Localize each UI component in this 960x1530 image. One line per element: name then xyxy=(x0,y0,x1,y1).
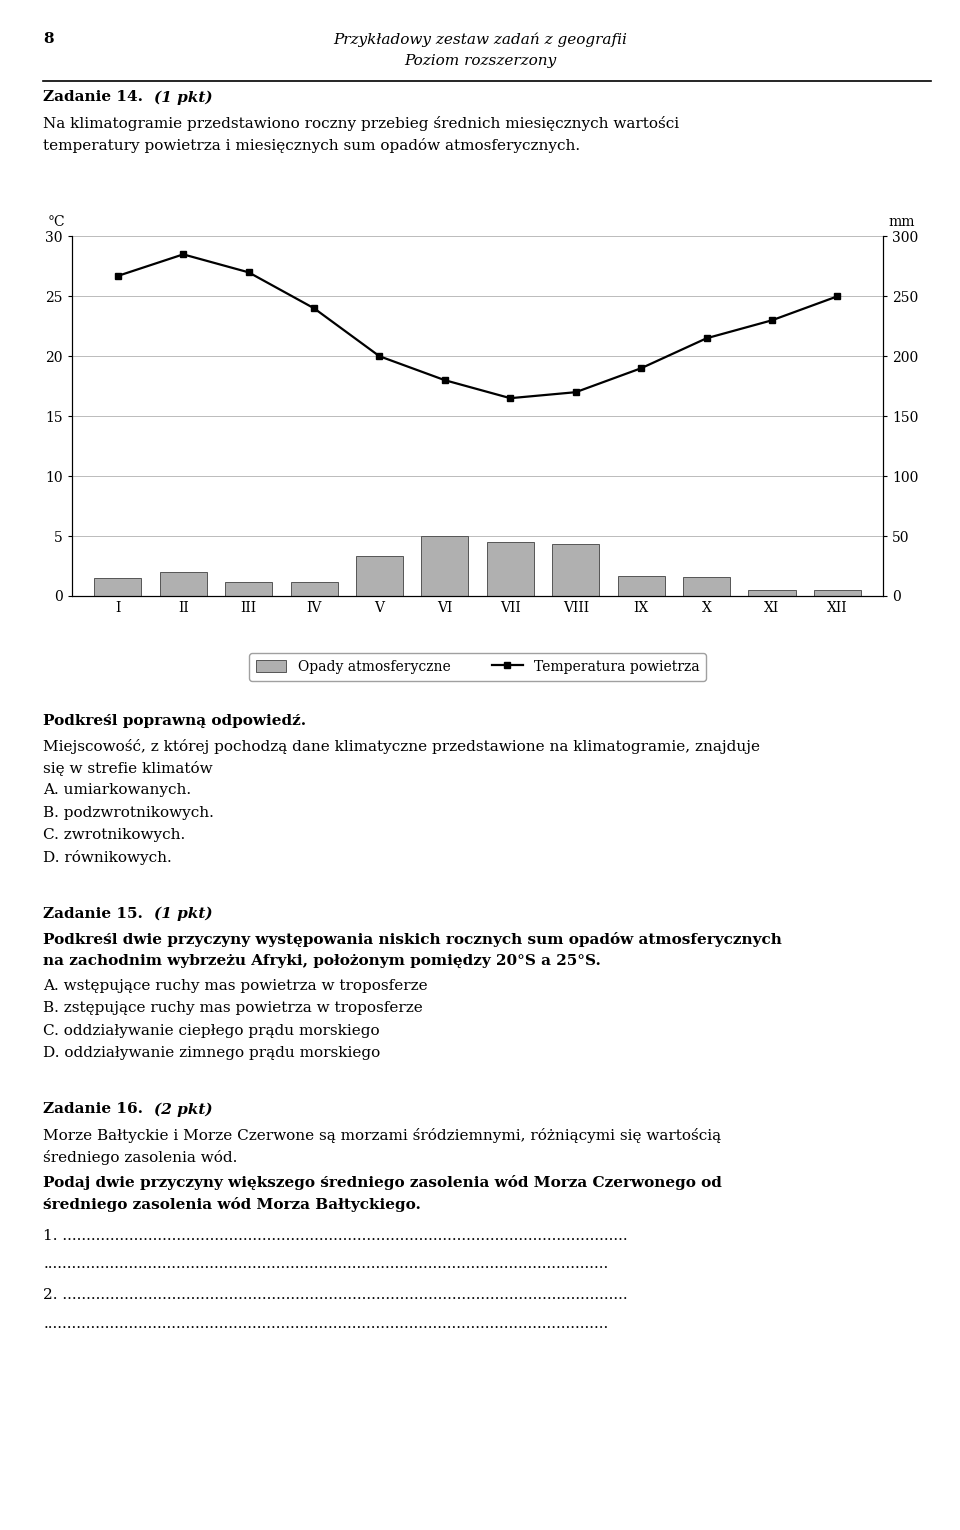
Bar xyxy=(487,542,534,595)
Bar xyxy=(159,572,206,595)
Legend: Opady atmosferyczne, Temperatura powietrza: Opady atmosferyczne, Temperatura powietr… xyxy=(249,653,707,681)
Text: C. oddziaływanie ciepłego prądu morskiego: C. oddziaływanie ciepłego prądu morskieg… xyxy=(43,1024,380,1037)
Text: Morze Bałtyckie i Morze Czerwone są morzami śródziemnymi, różniącymi się wartośc: Morze Bałtyckie i Morze Czerwone są morz… xyxy=(43,1128,721,1143)
Text: C. zwrotnikowych.: C. zwrotnikowych. xyxy=(43,828,185,842)
Text: się w strefie klimatów: się w strefie klimatów xyxy=(43,760,213,776)
Text: średniego zasolenia wód.: średniego zasolenia wód. xyxy=(43,1151,237,1164)
Bar xyxy=(814,591,861,595)
Bar xyxy=(225,581,273,595)
Text: średniego zasolenia wód Morza Bałtyckiego.: średniego zasolenia wód Morza Bałtyckieg… xyxy=(43,1198,421,1212)
Text: (1 pkt): (1 pkt) xyxy=(154,90,212,104)
Text: Zadanie 14.: Zadanie 14. xyxy=(43,90,149,104)
Text: B. zstępujące ruchy mas powietrza w troposferze: B. zstępujące ruchy mas powietrza w trop… xyxy=(43,1002,423,1016)
Text: A. umiarkowanych.: A. umiarkowanych. xyxy=(43,783,191,797)
Text: (1 pkt): (1 pkt) xyxy=(154,906,212,921)
Bar xyxy=(552,545,599,595)
Bar xyxy=(356,557,403,595)
Text: A. wstępujące ruchy mas powietrza w troposferze: A. wstępujące ruchy mas powietrza w trop… xyxy=(43,979,428,993)
Text: 2. .............................................................................: 2. .....................................… xyxy=(43,1288,628,1302)
Text: Poziom rozszerzony: Poziom rozszerzony xyxy=(404,55,556,69)
Text: Zadanie 16.: Zadanie 16. xyxy=(43,1103,149,1117)
Text: °C: °C xyxy=(48,214,65,228)
Bar xyxy=(421,536,468,595)
Text: Zadanie 15.: Zadanie 15. xyxy=(43,906,149,921)
Bar xyxy=(683,577,731,595)
Text: Podkreśl poprawną odpowiedź.: Podkreśl poprawną odpowiedź. xyxy=(43,713,306,728)
Text: Miejscowość, z której pochodzą dane klimatyczne przedstawione na klimatogramie, : Miejscowość, z której pochodzą dane klim… xyxy=(43,739,760,754)
Bar xyxy=(291,581,338,595)
Text: temperatury powietrza i miesięcznych sum opadów atmosferycznych.: temperatury powietrza i miesięcznych sum… xyxy=(43,138,581,153)
Text: na zachodnim wybrzeżu Afryki, położonym pomiędzy 20°S a 25°S.: na zachodnim wybrzeżu Afryki, położonym … xyxy=(43,955,601,968)
Text: Podkreśl dwie przyczyny występowania niskich rocznych sum opadów atmosferycznych: Podkreśl dwie przyczyny występowania nis… xyxy=(43,932,782,947)
Text: Przykładowy zestaw zadań z geografii: Przykładowy zestaw zadań z geografii xyxy=(333,32,627,46)
Text: 8: 8 xyxy=(43,32,54,46)
Text: mm: mm xyxy=(888,214,915,228)
Text: Podaj dwie przyczyny większego średniego zasolenia wód Morza Czerwonego od: Podaj dwie przyczyny większego średniego… xyxy=(43,1175,722,1190)
Text: Na klimatogramie przedstawiono roczny przebieg średnich miesięcznych wartości: Na klimatogramie przedstawiono roczny pr… xyxy=(43,116,680,130)
Bar xyxy=(617,575,664,595)
Text: B. podzwrotnikowych.: B. podzwrotnikowych. xyxy=(43,805,214,820)
Text: (2 pkt): (2 pkt) xyxy=(154,1103,212,1117)
Text: ................................................................................: ........................................… xyxy=(43,1258,609,1271)
Bar xyxy=(94,578,141,595)
Text: D. oddziaływanie zimnego prądu morskiego: D. oddziaływanie zimnego prądu morskiego xyxy=(43,1047,380,1060)
Text: D. równikowych.: D. równikowych. xyxy=(43,849,172,864)
Text: 1. .............................................................................: 1. .....................................… xyxy=(43,1229,628,1242)
Bar xyxy=(749,591,796,595)
Text: ................................................................................: ........................................… xyxy=(43,1316,609,1331)
